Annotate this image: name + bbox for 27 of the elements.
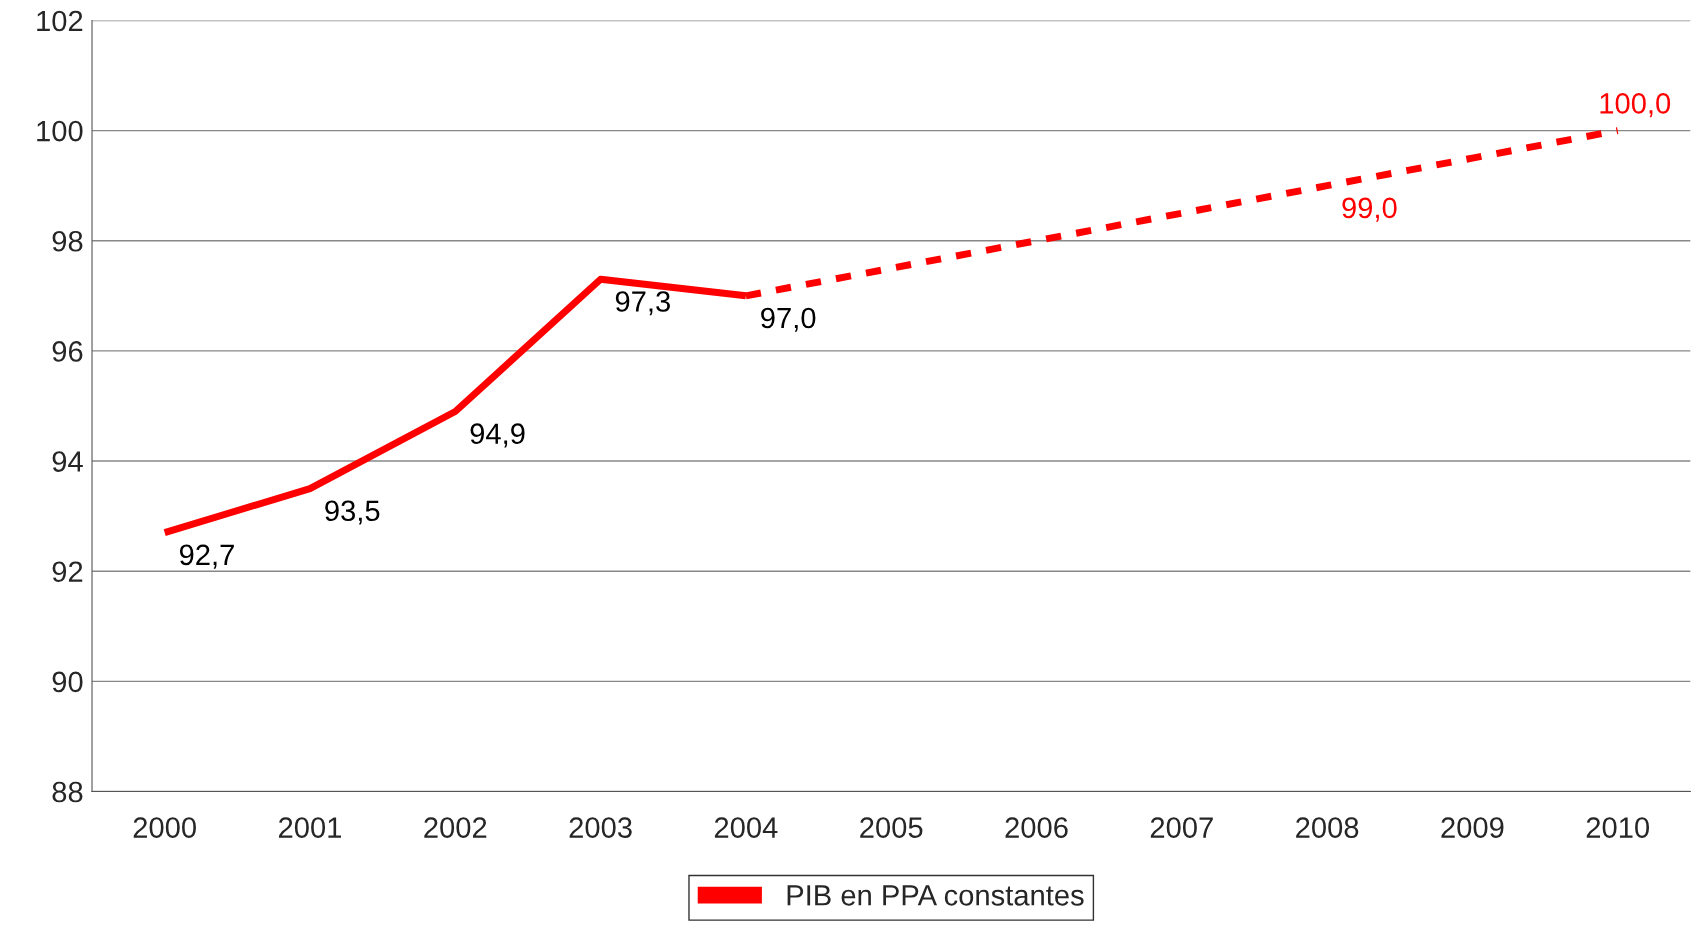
x-tick-label: 2001 (279, 817, 341, 838)
data-label: 93,5 (325, 500, 380, 525)
y-tick-label: 94 (52, 451, 83, 472)
data-label: 99,0 (1342, 197, 1397, 222)
data-label: 94,9 (470, 423, 525, 448)
y-tick-label: 100 (37, 120, 83, 142)
data-label: 97,3 (615, 291, 670, 316)
x-tick-label: 2003 (569, 817, 632, 838)
y-tick-label: 88 (52, 781, 83, 803)
y-tick-label: 96 (52, 341, 83, 362)
y-tick-label: 92 (52, 561, 83, 583)
x-tick-label: 2008 (1296, 817, 1359, 838)
data-label: 100,0 (1600, 93, 1671, 118)
y-tick-label: 98 (52, 230, 83, 252)
x-tick-label: 2004 (714, 817, 778, 838)
x-tick-label: 2009 (1441, 817, 1504, 838)
x-tick-label: 2000 (133, 817, 196, 838)
data-label: 92,7 (179, 544, 234, 569)
data-label: 97,0 (761, 307, 816, 332)
x-tick-label: 2005 (860, 817, 923, 838)
y-tick-label: 102 (37, 10, 83, 32)
x-tick-label: 2006 (1005, 817, 1068, 838)
legend-label: PIB en PPA constantes (787, 885, 1084, 906)
x-tick-label: 2010 (1586, 817, 1650, 838)
y-tick-label: 90 (52, 671, 83, 693)
x-tick-label: 2002 (424, 817, 487, 838)
x-tick-label: 2007 (1150, 817, 1213, 838)
